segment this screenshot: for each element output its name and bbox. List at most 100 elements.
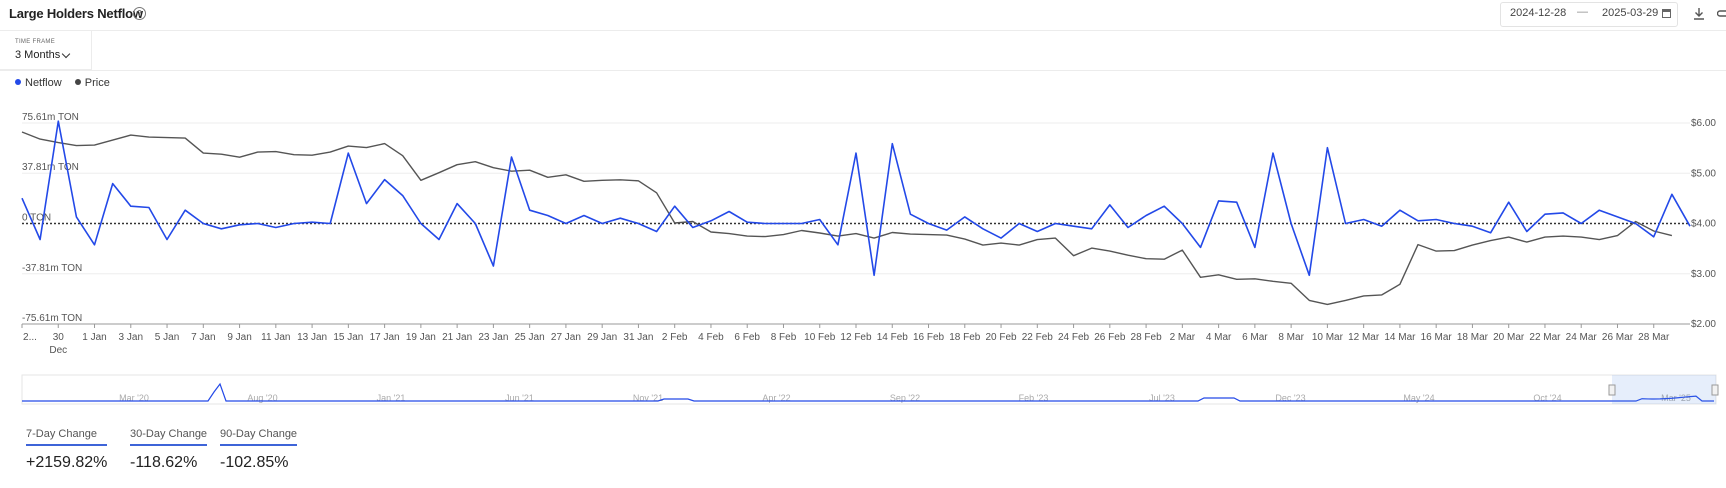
navigator-tick-label: Aug '20 bbox=[247, 393, 277, 403]
timeframe-selector[interactable]: TIME FRAME 3 Months bbox=[0, 31, 92, 70]
help-icon[interactable]: ? bbox=[133, 7, 146, 20]
x-tick-label: 27 Jan bbox=[551, 332, 581, 343]
date-end: 2025-03-29 bbox=[1602, 7, 1659, 19]
x-tick-label: 6 Mar bbox=[1242, 332, 1268, 343]
legend-label-price: Price bbox=[84, 77, 110, 89]
x-tick-label: 14 Feb bbox=[877, 332, 909, 343]
x-tick-label: 26 Mar bbox=[1602, 332, 1634, 343]
x-tick-label: 4 Mar bbox=[1206, 332, 1232, 343]
date-range-picker[interactable]: 2024-12-28 — 2025-03-29 bbox=[1500, 2, 1678, 27]
x-axis-labels: 2... 30 Dec 1 Jan 3 Jan 5 Jan 7 Jan 9 Jan 11 Jan… bbox=[21, 324, 1670, 356]
change-90-day[interactable]: 90-Day Change -102.85% bbox=[220, 428, 298, 472]
share-icon[interactable] bbox=[1717, 6, 1726, 22]
navigator-tick-label: May '24 bbox=[1403, 393, 1434, 403]
change-value: +2159.82% bbox=[26, 454, 108, 471]
x-tick-label: 1 Jan bbox=[82, 332, 106, 343]
navigator-tick-label: Apr '22 bbox=[762, 393, 790, 403]
navigator-tick-label: Sep '22 bbox=[890, 393, 920, 403]
x-tick-label: 8 Feb bbox=[771, 332, 797, 343]
x-tick-label: 9 Jan bbox=[227, 332, 251, 343]
divider bbox=[0, 70, 1726, 71]
x-tick-label: 17 Jan bbox=[370, 332, 400, 343]
x-tick-label: 2 Feb bbox=[662, 332, 688, 343]
navigator-tick-label: Jun '21 bbox=[505, 393, 534, 403]
x-tick-label: 20 Mar bbox=[1493, 332, 1525, 343]
x-tick-label: 18 Feb bbox=[949, 332, 981, 343]
x-tick-label: 30 bbox=[53, 332, 65, 343]
navigator-tick-label: Feb '23 bbox=[1019, 393, 1049, 403]
change-label: 7-Day Change bbox=[26, 428, 108, 446]
x-tick-label: 22 Feb bbox=[1022, 332, 1054, 343]
calendar-icon bbox=[1662, 9, 1671, 18]
x-tick-label: 31 Jan bbox=[623, 332, 653, 343]
x-tick-label: 21 Jan bbox=[442, 332, 472, 343]
x-tick-label: 16 Feb bbox=[913, 332, 945, 343]
navigator-line bbox=[22, 382, 1714, 402]
x-tick-label: 20 Feb bbox=[985, 332, 1017, 343]
left-axis-tick-label: -37.81m TON bbox=[22, 263, 82, 274]
left-axis-tick-label: -75.61m TON bbox=[22, 313, 82, 324]
legend-label-netflow: Netflow bbox=[25, 77, 62, 89]
right-axis-tick-label: $6.00 bbox=[1691, 118, 1716, 129]
x-tick-label: 26 Feb bbox=[1094, 332, 1126, 343]
navigator-tick-label: Jan '21 bbox=[377, 393, 406, 403]
x-tick-label: 2... bbox=[23, 332, 37, 343]
change-7-day[interactable]: 7-Day Change +2159.82% bbox=[26, 428, 108, 472]
right-axis-tick-label: $4.00 bbox=[1691, 219, 1716, 230]
download-icon[interactable] bbox=[1692, 6, 1706, 22]
right-axis-tick-label: $2.00 bbox=[1691, 319, 1716, 330]
x-tick-label: 15 Jan bbox=[333, 332, 363, 343]
date-separator: — bbox=[1577, 6, 1588, 18]
x-tick-label: 10 Feb bbox=[804, 332, 836, 343]
left-axis-tick-label: 0 TON bbox=[22, 213, 51, 224]
navigator-tick-label: Oct '24 bbox=[1533, 393, 1561, 403]
navigator-handle-right bbox=[1711, 384, 1719, 396]
x-tick-label-line2: Dec bbox=[49, 345, 67, 356]
x-tick-label: 2 Mar bbox=[1170, 332, 1196, 343]
x-tick-label: 16 Mar bbox=[1421, 332, 1453, 343]
x-tick-label: 19 Jan bbox=[406, 332, 436, 343]
timeframe-value: 3 Months bbox=[15, 49, 61, 61]
x-tick-label: 28 Feb bbox=[1131, 332, 1163, 343]
right-axis-labels: $6.00 $5.00 $4.00 $3.00 $2.00 bbox=[1691, 118, 1716, 330]
x-tick-label: 4 Feb bbox=[698, 332, 724, 343]
change-label: 30-Day Change bbox=[130, 428, 208, 446]
legend-dot-netflow bbox=[15, 79, 21, 85]
x-tick-label: 5 Jan bbox=[155, 332, 179, 343]
change-30-day[interactable]: 30-Day Change -118.62% bbox=[130, 428, 208, 472]
x-tick-label: 24 Feb bbox=[1058, 332, 1090, 343]
x-tick-label: 11 Jan bbox=[261, 332, 290, 343]
x-tick-label: 28 Mar bbox=[1638, 332, 1670, 343]
x-tick-label: 7 Jan bbox=[191, 332, 215, 343]
change-value: -118.62% bbox=[130, 454, 198, 471]
navigator-tick-label: Jul '23 bbox=[1149, 393, 1175, 403]
legend: Netflow Price bbox=[15, 77, 120, 89]
right-axis-tick-label: $5.00 bbox=[1691, 168, 1716, 179]
date-start: 2024-12-28 bbox=[1510, 7, 1567, 19]
navigator-tick-label: Nov '21 bbox=[633, 393, 663, 403]
x-tick-label: 25 Jan bbox=[515, 332, 545, 343]
change-value: -102.85% bbox=[220, 454, 289, 471]
chart-lines bbox=[21, 120, 1691, 306]
right-axis-tick-label: $3.00 bbox=[1691, 269, 1716, 280]
page-title: Large Holders Netflow bbox=[9, 6, 143, 21]
x-tick-label: 18 Mar bbox=[1457, 332, 1489, 343]
header: Large Holders Netflow ? 2024-12-28 — 202… bbox=[0, 0, 1726, 31]
legend-item-netflow[interactable]: Netflow bbox=[15, 77, 62, 89]
x-tick-label: 10 Mar bbox=[1312, 332, 1344, 343]
navigator: Mar '20 Aug '20 Jan '21 Jun '21 Nov '21 Apr '… bbox=[21, 374, 1719, 405]
x-tick-label: 3 Jan bbox=[119, 332, 143, 343]
series-line-price bbox=[21, 131, 1673, 306]
navigator-tick-label: Dec '23 bbox=[1275, 393, 1305, 403]
x-tick-label: 14 Mar bbox=[1384, 332, 1416, 343]
left-axis-tick-label: 75.61m TON bbox=[22, 112, 79, 123]
x-tick-label: 22 Mar bbox=[1529, 332, 1561, 343]
navigator-frame bbox=[21, 374, 1717, 405]
timeframe-label: TIME FRAME bbox=[15, 39, 55, 45]
legend-dot-price bbox=[74, 79, 81, 85]
x-tick-label: 24 Mar bbox=[1566, 332, 1598, 343]
x-tick-label: 23 Jan bbox=[478, 332, 508, 343]
x-tick-label: 12 Feb bbox=[840, 332, 872, 343]
legend-item-price[interactable]: Price bbox=[74, 77, 110, 89]
